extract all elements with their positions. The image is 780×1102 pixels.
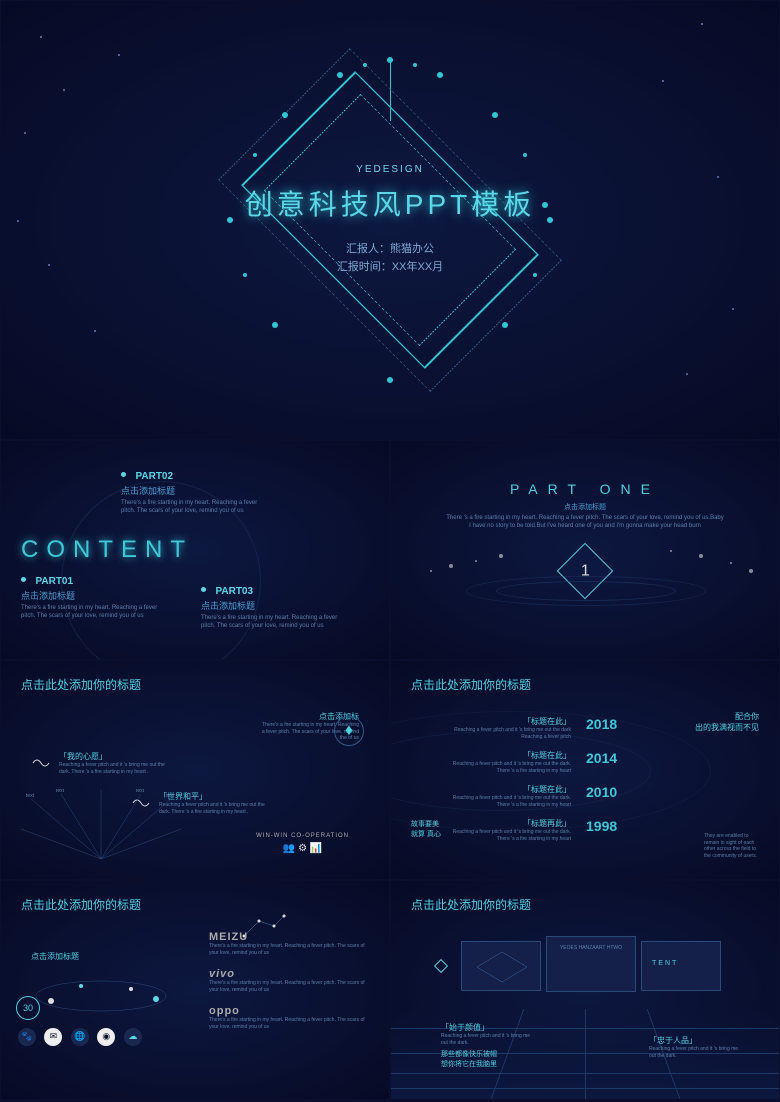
date-label: 汇报时间：XX年XX月 (245, 259, 535, 277)
row-4: 点击此处添加你的标题 点击添加标题 30 🐾 ✉ 🌐 ◉ ☁ MEIZU The… (0, 880, 780, 1100)
brand-vivo: vivo (209, 968, 369, 980)
slide6-title: 点击此处添加你的标题 (411, 896, 759, 913)
people-icon: 👥 (283, 843, 295, 854)
reporter-label: 汇报人：熊猫办公 (245, 241, 535, 259)
diamond-frame: YEDESIGN 创意科技风PPT模板 汇报人：熊猫办公 汇报时间：XX年XX月 (140, 60, 640, 380)
right-desc: Reaching a fever pitch and it 's bring m… (649, 1046, 739, 1059)
left-desc: Reaching a fever pitch and it 's bring m… (441, 1033, 531, 1046)
thumb-1 (461, 941, 541, 991)
thumb-2: YEOES HANZAART HTWO (546, 936, 636, 992)
left-cn2: 想你将它在我脑里 (441, 1059, 531, 1069)
thumb-3: TENT (641, 941, 721, 991)
right-label: 「忠于人品」 (649, 1035, 739, 1046)
particles-decoration (391, 501, 779, 621)
chart-icon: 📊 (310, 843, 322, 854)
brand-meizu: MEIZU (209, 931, 369, 943)
side-text2: 出的我满视而不见 (695, 722, 759, 733)
part-one-title: PART ONE (411, 481, 759, 497)
icon-paw: 🐾 (18, 1028, 36, 1046)
slide5-title: 点击此处添加你的标题 (21, 896, 369, 913)
brand-oppo-desc: There's a fire starting in my heart. Rea… (209, 1017, 369, 1030)
gear-icon: ⚙ (298, 843, 307, 854)
hero-slide: YEDESIGN 创意科技风PPT模板 汇报人：熊猫办公 汇报时间：XX年XX月 (0, 0, 780, 440)
slide4-title: 点击此处添加你的标题 (411, 676, 759, 693)
brand-label: YEDESIGN (245, 164, 535, 175)
orbit-decoration (31, 971, 171, 1021)
wave-icon-1 (31, 753, 51, 773)
content-slide: PART02 点击添加标题 There's a fire starting in… (0, 440, 390, 660)
brand-vivo-desc: There's a fire starting in my heart. Rea… (209, 980, 369, 993)
hero-text-block: YEDESIGN 创意科技风PPT模板 汇报人：熊猫办公 汇报时间：XX年XX月 (245, 164, 535, 276)
item1-desc: Reaching a fever pitch and it 's bring m… (59, 762, 169, 775)
right-paragraph: They are enabled to remain in sight of e… (704, 833, 764, 859)
icon-weibo: ◉ (97, 1028, 115, 1046)
row-2: PART02 点击添加标题 There's a fire starting in… (0, 440, 780, 660)
icon-wechat: ✉ (44, 1028, 62, 1046)
icon-chat: ☁ (124, 1028, 142, 1046)
icon-globe: 🌐 (71, 1028, 89, 1046)
slide-6: 点击此处添加你的标题 YEOES HANZAART HTWO TENT 「始于颜… (390, 880, 780, 1100)
left-cn1: 那些都像快乐被帽 (441, 1049, 531, 1059)
left-label: 「始于颜值」 (441, 1022, 531, 1033)
slide-4: 点击此处添加你的标题 配合你 出的我满视而不见 「标题在此」 Reaching … (390, 660, 780, 880)
left-text2: 就算 真心 (411, 829, 441, 839)
slide-3: 点击此处添加你的标题 点击添加标 There's a fire starting… (0, 660, 390, 880)
brand-oppo: oppo (209, 1005, 369, 1017)
main-title: 创意科技风PPT模板 (245, 183, 535, 223)
slide3-footer: WIN-WIN CO-OPERATION (256, 833, 349, 839)
slide3-title: 点击此处添加你的标题 (21, 676, 369, 693)
brand-meizu-desc: There's a fire starting in my heart. Rea… (209, 943, 369, 956)
slide-5: 点击此处添加你的标题 点击添加标题 30 🐾 ✉ 🌐 ◉ ☁ MEIZU The… (0, 880, 390, 1100)
svg-text:text: text (136, 789, 145, 794)
row-3: 点击此处添加你的标题 点击添加标 There's a fire starting… (0, 660, 780, 880)
small-diamond (434, 959, 448, 973)
flame-icon: ♦ (334, 716, 364, 746)
slide5-sub: 点击添加标题 (31, 951, 79, 962)
svg-text:text: text (26, 793, 35, 799)
part-one-slide: PART ONE 点击添加标题 There 's a fire starting… (390, 440, 780, 660)
svg-text:text: text (166, 793, 175, 799)
svg-text:text: text (56, 789, 65, 794)
side-text1: 配合你 (695, 711, 759, 722)
radial-lines: texttextt texttext (11, 789, 191, 859)
item1-title: 「我的心愿」 (59, 751, 169, 762)
